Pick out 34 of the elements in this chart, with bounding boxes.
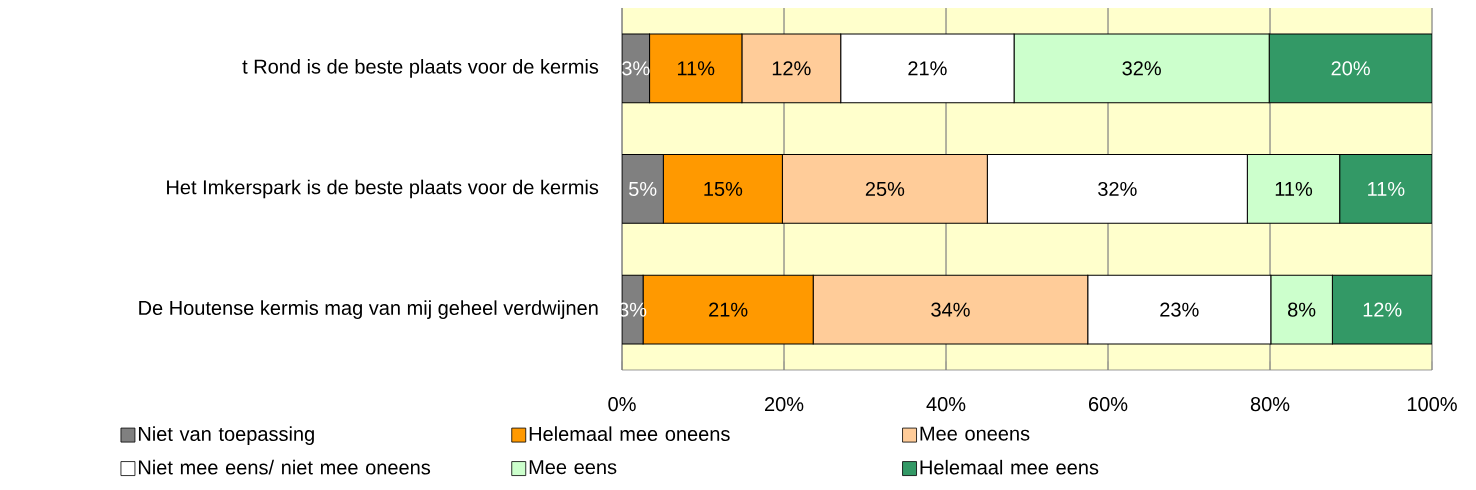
data-label: 15% [704, 181, 743, 197]
data-label: 32% [1122, 61, 1161, 76]
bar [1268, 33, 1433, 104]
x-tick-label: 80% [1250, 397, 1290, 412]
y-tick-label: De Houtense kermis mag van mij geheel verdwijnen [139, 300, 598, 319]
data-label: 23% [1160, 302, 1199, 317]
data-label: 32% [1098, 181, 1137, 197]
x-tick-label: 0% [608, 397, 636, 412]
legend-label: Helemaal mee oneens [529, 426, 730, 442]
y-tick-label: t Rond is de beste plaats voor de kermis [242, 59, 599, 78]
legend-label: Niet van toepassing [138, 426, 314, 445]
x-tick-label: 100% [1407, 397, 1457, 412]
data-label: 12% [1363, 302, 1402, 317]
x-tick-label: 60% [1089, 397, 1128, 412]
legend-label: Mee eens [529, 460, 617, 475]
data-label: 12% [772, 61, 811, 76]
bar [1331, 274, 1433, 345]
data-label: 8% [1288, 302, 1316, 317]
y-tick-label: Het Imkerspark is de beste plaats voor de kermis [167, 179, 599, 199]
data-label: 11% [677, 61, 715, 76]
legend-label: Niet mee eens/ niet mee oneens [138, 459, 431, 475]
data-label: 11% [1368, 181, 1405, 196]
bar [1339, 154, 1433, 224]
x-tick-label: 40% [926, 397, 966, 412]
data-label: 5% [629, 181, 657, 197]
data-label: 21% [908, 61, 947, 76]
data-label: 21% [709, 302, 748, 317]
data-label: 25% [865, 181, 905, 197]
x-tick-label: 20% [765, 397, 804, 412]
legend-label: Mee oneens [920, 426, 1030, 441]
legend-label: Helemaal mee eens [920, 459, 1099, 475]
data-label: 34% [931, 302, 970, 317]
data-label: 11% [1275, 181, 1313, 196]
data-label: 20% [1331, 61, 1370, 76]
